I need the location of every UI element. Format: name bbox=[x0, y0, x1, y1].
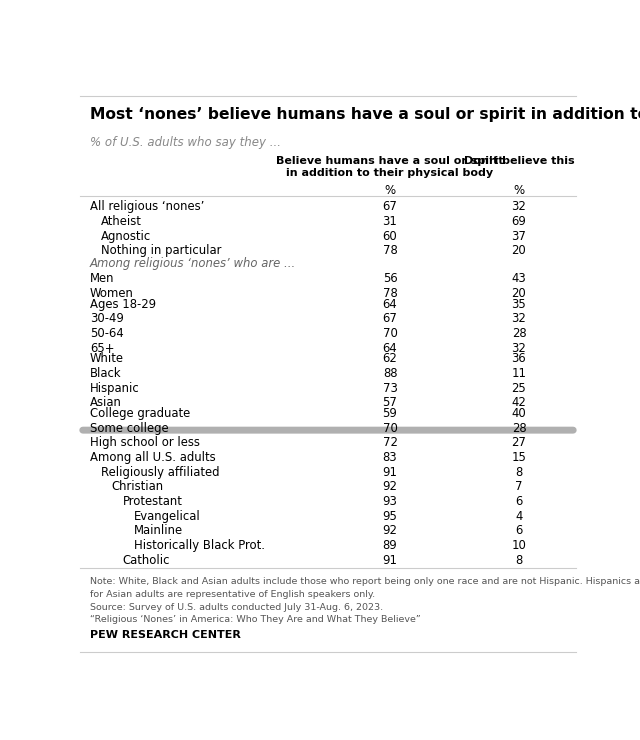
Text: 7: 7 bbox=[515, 480, 523, 494]
Text: 6: 6 bbox=[515, 525, 523, 537]
Text: 56: 56 bbox=[383, 272, 397, 285]
Text: Mainline: Mainline bbox=[134, 525, 182, 537]
Text: 92: 92 bbox=[383, 480, 397, 494]
Text: 65+: 65+ bbox=[90, 342, 115, 354]
Text: 78: 78 bbox=[383, 286, 397, 300]
Text: Ages 18-29: Ages 18-29 bbox=[90, 297, 156, 311]
Text: Among all U.S. adults: Among all U.S. adults bbox=[90, 451, 216, 464]
Text: Religiously affiliated: Religiously affiliated bbox=[101, 465, 220, 479]
Text: Black: Black bbox=[90, 367, 122, 380]
Text: 8: 8 bbox=[515, 465, 523, 479]
Text: 35: 35 bbox=[511, 297, 526, 311]
Text: Men: Men bbox=[90, 272, 115, 285]
Text: 20: 20 bbox=[511, 286, 526, 300]
Text: PEW RESEARCH CENTER: PEW RESEARCH CENTER bbox=[90, 630, 241, 640]
Text: Historically Black Prot.: Historically Black Prot. bbox=[134, 539, 264, 552]
Text: 57: 57 bbox=[383, 397, 397, 409]
Text: Atheist: Atheist bbox=[101, 215, 141, 228]
Text: Evangelical: Evangelical bbox=[134, 510, 200, 522]
Text: 4: 4 bbox=[515, 510, 523, 522]
Text: 6: 6 bbox=[515, 495, 523, 508]
Text: 32: 32 bbox=[511, 342, 526, 354]
Text: 59: 59 bbox=[383, 407, 397, 420]
Text: %: % bbox=[513, 184, 525, 197]
Text: 28: 28 bbox=[511, 422, 526, 435]
Text: Hispanic: Hispanic bbox=[90, 382, 140, 394]
Text: Don’t believe this: Don’t believe this bbox=[463, 156, 574, 166]
Text: 37: 37 bbox=[511, 229, 526, 243]
Text: 60: 60 bbox=[383, 229, 397, 243]
Text: All religious ‘nones’: All religious ‘nones’ bbox=[90, 201, 204, 213]
Text: %: % bbox=[385, 184, 396, 197]
Text: Source: Survey of U.S. adults conducted July 31-Aug. 6, 2023.: Source: Survey of U.S. adults conducted … bbox=[90, 602, 383, 611]
Text: White: White bbox=[90, 352, 124, 366]
Text: 67: 67 bbox=[383, 201, 397, 213]
Text: Women: Women bbox=[90, 286, 134, 300]
Text: Believe humans have a soul or spirit
in addition to their physical body: Believe humans have a soul or spirit in … bbox=[276, 156, 504, 178]
Text: 95: 95 bbox=[383, 510, 397, 522]
Text: 70: 70 bbox=[383, 327, 397, 340]
Text: 31: 31 bbox=[383, 215, 397, 228]
Text: College graduate: College graduate bbox=[90, 407, 190, 420]
Text: 20: 20 bbox=[511, 244, 526, 258]
Text: 83: 83 bbox=[383, 451, 397, 464]
Text: 15: 15 bbox=[511, 451, 526, 464]
Text: for Asian adults are representative of English speakers only.: for Asian adults are representative of E… bbox=[90, 590, 375, 599]
Text: 43: 43 bbox=[511, 272, 526, 285]
Text: 30-49: 30-49 bbox=[90, 312, 124, 325]
Text: Some college: Some college bbox=[90, 422, 168, 435]
Text: 69: 69 bbox=[511, 215, 526, 228]
Text: 27: 27 bbox=[511, 436, 526, 449]
Text: 73: 73 bbox=[383, 382, 397, 394]
Text: Agnostic: Agnostic bbox=[101, 229, 151, 243]
Text: 70: 70 bbox=[383, 422, 397, 435]
Text: 78: 78 bbox=[383, 244, 397, 258]
Text: 28: 28 bbox=[511, 327, 526, 340]
Text: 32: 32 bbox=[511, 201, 526, 213]
Text: Note: White, Black and Asian adults include those who report being only one race: Note: White, Black and Asian adults incl… bbox=[90, 577, 640, 587]
Text: 42: 42 bbox=[511, 397, 526, 409]
Text: Nothing in particular: Nothing in particular bbox=[101, 244, 221, 258]
Text: 36: 36 bbox=[511, 352, 526, 366]
Text: 93: 93 bbox=[383, 495, 397, 508]
Text: 67: 67 bbox=[383, 312, 397, 325]
Text: 64: 64 bbox=[383, 297, 397, 311]
Text: 40: 40 bbox=[511, 407, 526, 420]
Text: 91: 91 bbox=[383, 465, 397, 479]
Text: “Religious ‘Nones’ in America: Who They Are and What They Believe”: “Religious ‘Nones’ in America: Who They … bbox=[90, 615, 420, 624]
Text: Christian: Christian bbox=[112, 480, 164, 494]
Text: 10: 10 bbox=[511, 539, 526, 552]
Text: Catholic: Catholic bbox=[123, 554, 170, 567]
Text: 50-64: 50-64 bbox=[90, 327, 124, 340]
Text: 64: 64 bbox=[383, 342, 397, 354]
Text: 91: 91 bbox=[383, 554, 397, 567]
Text: 89: 89 bbox=[383, 539, 397, 552]
Text: 8: 8 bbox=[515, 554, 523, 567]
Text: 25: 25 bbox=[511, 382, 526, 394]
Text: 72: 72 bbox=[383, 436, 397, 449]
Text: 92: 92 bbox=[383, 525, 397, 537]
Text: Among religious ‘nones’ who are ...: Among religious ‘nones’ who are ... bbox=[90, 258, 296, 270]
Text: 11: 11 bbox=[511, 367, 527, 380]
Text: 32: 32 bbox=[511, 312, 526, 325]
Text: % of U.S. adults who say they ...: % of U.S. adults who say they ... bbox=[90, 135, 281, 149]
Text: Most ‘nones’ believe humans have a soul or spirit in addition to a physical body: Most ‘nones’ believe humans have a soul … bbox=[90, 107, 640, 122]
Text: Asian: Asian bbox=[90, 397, 122, 409]
Text: Protestant: Protestant bbox=[123, 495, 182, 508]
Text: High school or less: High school or less bbox=[90, 436, 200, 449]
Text: 62: 62 bbox=[383, 352, 397, 366]
Text: 88: 88 bbox=[383, 367, 397, 380]
